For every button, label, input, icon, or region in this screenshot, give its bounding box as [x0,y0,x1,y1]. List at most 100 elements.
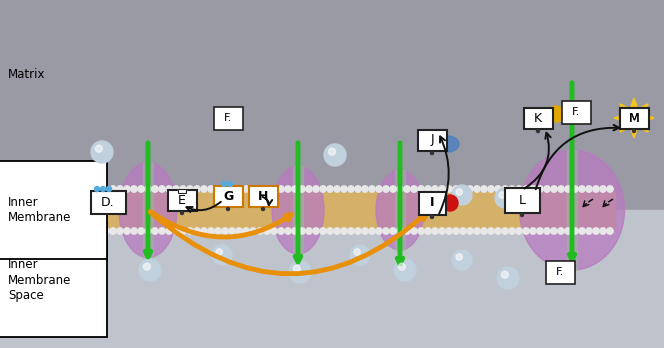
Circle shape [548,106,564,122]
Circle shape [459,228,466,234]
Circle shape [474,228,480,234]
Circle shape [320,186,326,192]
Circle shape [488,228,494,234]
Text: F.: F. [572,107,580,117]
Circle shape [117,228,124,234]
Circle shape [54,228,60,234]
Text: H: H [258,190,268,203]
Circle shape [452,185,472,205]
Circle shape [187,186,193,192]
Circle shape [593,186,599,192]
Text: Inner
Membrane
Space: Inner Membrane Space [8,259,71,301]
Circle shape [467,228,473,234]
Circle shape [271,228,277,234]
Circle shape [228,182,232,187]
Bar [0,210,664,348]
FancyBboxPatch shape [90,190,125,214]
Circle shape [306,228,312,234]
Circle shape [110,228,116,234]
Circle shape [291,186,298,192]
Circle shape [558,186,564,192]
Circle shape [453,186,459,192]
Circle shape [432,186,438,192]
FancyBboxPatch shape [418,191,446,214]
Circle shape [257,228,263,234]
Circle shape [467,186,473,192]
Circle shape [96,186,102,192]
Circle shape [152,228,158,234]
Circle shape [523,186,529,192]
Circle shape [348,186,354,192]
Circle shape [579,186,585,192]
Circle shape [607,228,613,234]
Circle shape [404,228,410,234]
Text: Matrix: Matrix [8,69,46,81]
Circle shape [103,186,109,192]
Circle shape [350,245,370,265]
FancyBboxPatch shape [523,108,552,128]
Circle shape [194,228,201,234]
Circle shape [495,228,501,234]
FancyBboxPatch shape [620,108,649,128]
Bar [395,170,405,250]
Circle shape [145,228,151,234]
Bar [178,189,186,193]
Circle shape [159,228,165,234]
Circle shape [572,186,578,192]
Circle shape [334,186,340,192]
Circle shape [481,186,487,192]
Circle shape [488,186,494,192]
Circle shape [222,182,226,187]
Circle shape [96,145,102,152]
Circle shape [354,249,361,255]
Circle shape [579,228,585,234]
Circle shape [285,186,291,192]
Circle shape [106,187,112,191]
Circle shape [390,186,396,192]
Ellipse shape [272,166,324,254]
Circle shape [497,267,519,289]
Circle shape [180,228,186,234]
Text: G: G [223,190,233,203]
Circle shape [383,228,389,234]
Circle shape [558,228,564,234]
Circle shape [124,228,130,234]
Circle shape [96,228,102,234]
Circle shape [236,228,242,234]
Circle shape [495,188,515,208]
Circle shape [139,259,161,281]
Circle shape [229,186,235,192]
Circle shape [61,228,67,234]
Circle shape [607,186,613,192]
Circle shape [362,228,369,234]
Circle shape [278,186,284,192]
Circle shape [600,228,606,234]
Circle shape [456,189,462,195]
Circle shape [291,228,298,234]
Circle shape [293,265,300,272]
Circle shape [452,250,472,270]
Circle shape [208,228,214,234]
Circle shape [516,186,522,192]
Circle shape [208,186,214,192]
Text: E: E [178,193,186,206]
FancyBboxPatch shape [214,185,242,206]
Ellipse shape [119,163,177,258]
Circle shape [537,186,543,192]
Circle shape [89,186,95,192]
Circle shape [439,186,445,192]
Circle shape [229,228,235,234]
Circle shape [236,186,242,192]
Text: F.: F. [556,267,564,277]
Circle shape [600,186,606,192]
Circle shape [404,186,410,192]
Circle shape [348,228,354,234]
Circle shape [509,186,515,192]
Circle shape [173,228,179,234]
Bar [0,0,664,210]
FancyBboxPatch shape [167,190,197,211]
Text: J: J [430,134,434,147]
Circle shape [509,228,515,234]
Circle shape [499,192,505,198]
Circle shape [278,228,284,234]
